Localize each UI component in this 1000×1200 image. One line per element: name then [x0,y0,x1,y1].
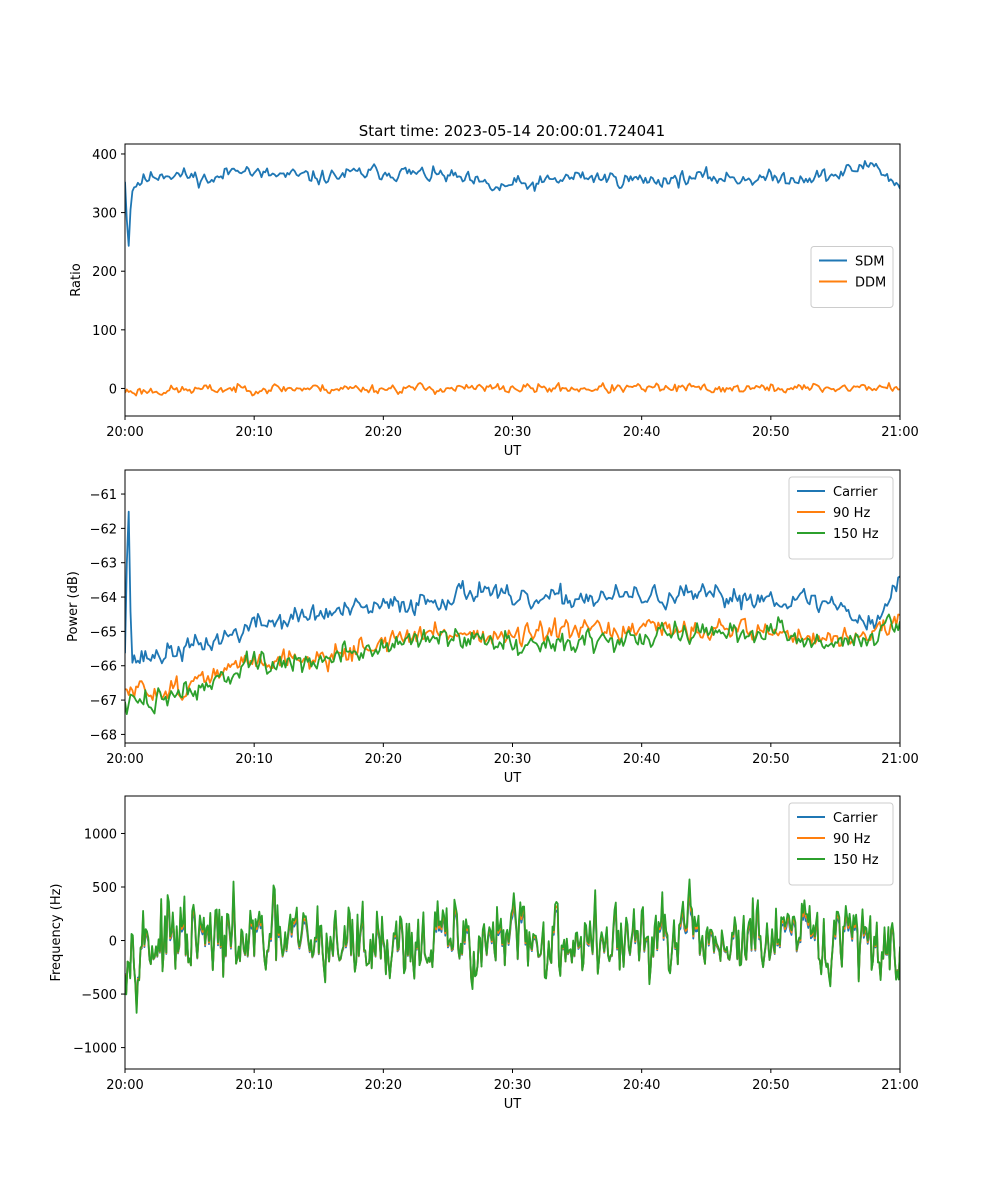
y-tick-label: −66 [90,660,117,675]
series-lines [125,160,900,397]
x-tick-label: 20:00 [106,752,143,767]
x-tick-label: 21:00 [881,425,918,440]
x-tick-label: 21:00 [881,1078,918,1093]
panel-3: 20:00 20:10 20:20 20:30 20:40 20:50 21:00 UT 100… [49,795,919,1112]
x-tick-label: 20:00 [106,1078,143,1093]
y-tick-label: 300 [92,207,117,222]
y-tick-label: −68 [90,728,117,743]
panel-2: 20:00 20:10 20:20 20:30 20:40 20:50 21:00 UT −61… [66,469,919,786]
legend: SDM DDM [810,246,894,308]
x-tick-label: 20:40 [623,752,660,767]
y-tick-label: −61 [90,488,117,503]
y-tick-label: −67 [90,694,117,709]
y-axis-label: Frequency (Hz) [49,883,64,981]
y-tick-label: −63 [90,557,117,572]
legend-entry: SDM [855,255,884,270]
x-tick-label: 20:10 [235,425,272,440]
y-tick-label: 0 [109,382,117,397]
y-axis-label: Power (dB) [66,571,81,642]
x-tick-label: 20:50 [752,1078,789,1093]
legend-box [788,476,894,560]
legend-box [788,802,894,886]
x-tick-label: 20:20 [365,1078,402,1093]
x-tick-label: 20:30 [494,1078,531,1093]
x-tick-label: 20:10 [235,752,272,767]
legend: Carrier 90 Hz 150 Hz [788,476,894,560]
y-tick-label: 500 [92,881,117,896]
legend-entry: Carrier [833,811,878,826]
x-tick-label: 20:20 [365,425,402,440]
series-lines [125,510,900,715]
y-tick-label: 0 [109,935,117,950]
x-axis-label: UT [504,771,522,786]
series-line-150-hz [125,878,900,1014]
x-tick-label: 20:30 [494,752,531,767]
x-axis-label: UT [504,444,522,459]
series-lines [125,878,900,1014]
x-tick-label: 20:00 [106,425,143,440]
legend: Carrier 90 Hz 150 Hz [788,802,894,886]
y-tick-label: −62 [90,522,117,537]
legend-entry: DDM [855,276,886,291]
x-tick-label: 20:20 [365,752,402,767]
panels: 20:00 20:10 20:20 20:30 20:40 20:50 21:00 UT 0 10… [49,143,919,1112]
y-tick-label: −1000 [73,1042,117,1057]
y-tick-label: 1000 [84,827,117,842]
x-axis-label: UT [504,1097,522,1112]
legend-entry: 90 Hz [833,832,870,847]
legend-entry: 150 Hz [833,527,879,542]
panel-1: 20:00 20:10 20:20 20:30 20:40 20:50 21:00 UT 0 10… [69,143,919,459]
legend-box [810,246,894,308]
y-tick-label: −500 [81,988,117,1003]
x-tick-label: 20:40 [623,1078,660,1093]
x-tick-label: 20:10 [235,1078,272,1093]
y-axis-label: Ratio [69,263,84,296]
x-tick-label: 20:50 [752,752,789,767]
y-tick-label: −65 [90,625,117,640]
x-tick-label: 20:30 [494,425,531,440]
y-tick-label: 200 [92,265,117,280]
series-line-carrier [125,510,900,665]
x-tick-label: 21:00 [881,752,918,767]
legend-entry: 150 Hz [833,853,879,868]
series-line-sdm [125,160,900,247]
series-line-150-hz [125,613,900,715]
legend-entry: Carrier [833,485,878,500]
axes-frame [124,469,901,744]
x-tick-label: 20:50 [752,425,789,440]
y-tick-label: 100 [92,324,117,339]
legend-entry: 90 Hz [833,506,870,521]
y-tick-label: −64 [90,591,117,606]
y-tick-label: 400 [92,148,117,163]
x-tick-label: 20:40 [623,425,660,440]
chart-title: Start time: 2023-05-14 20:00:01.724041 [359,122,665,140]
series-line-ddm [125,381,900,397]
